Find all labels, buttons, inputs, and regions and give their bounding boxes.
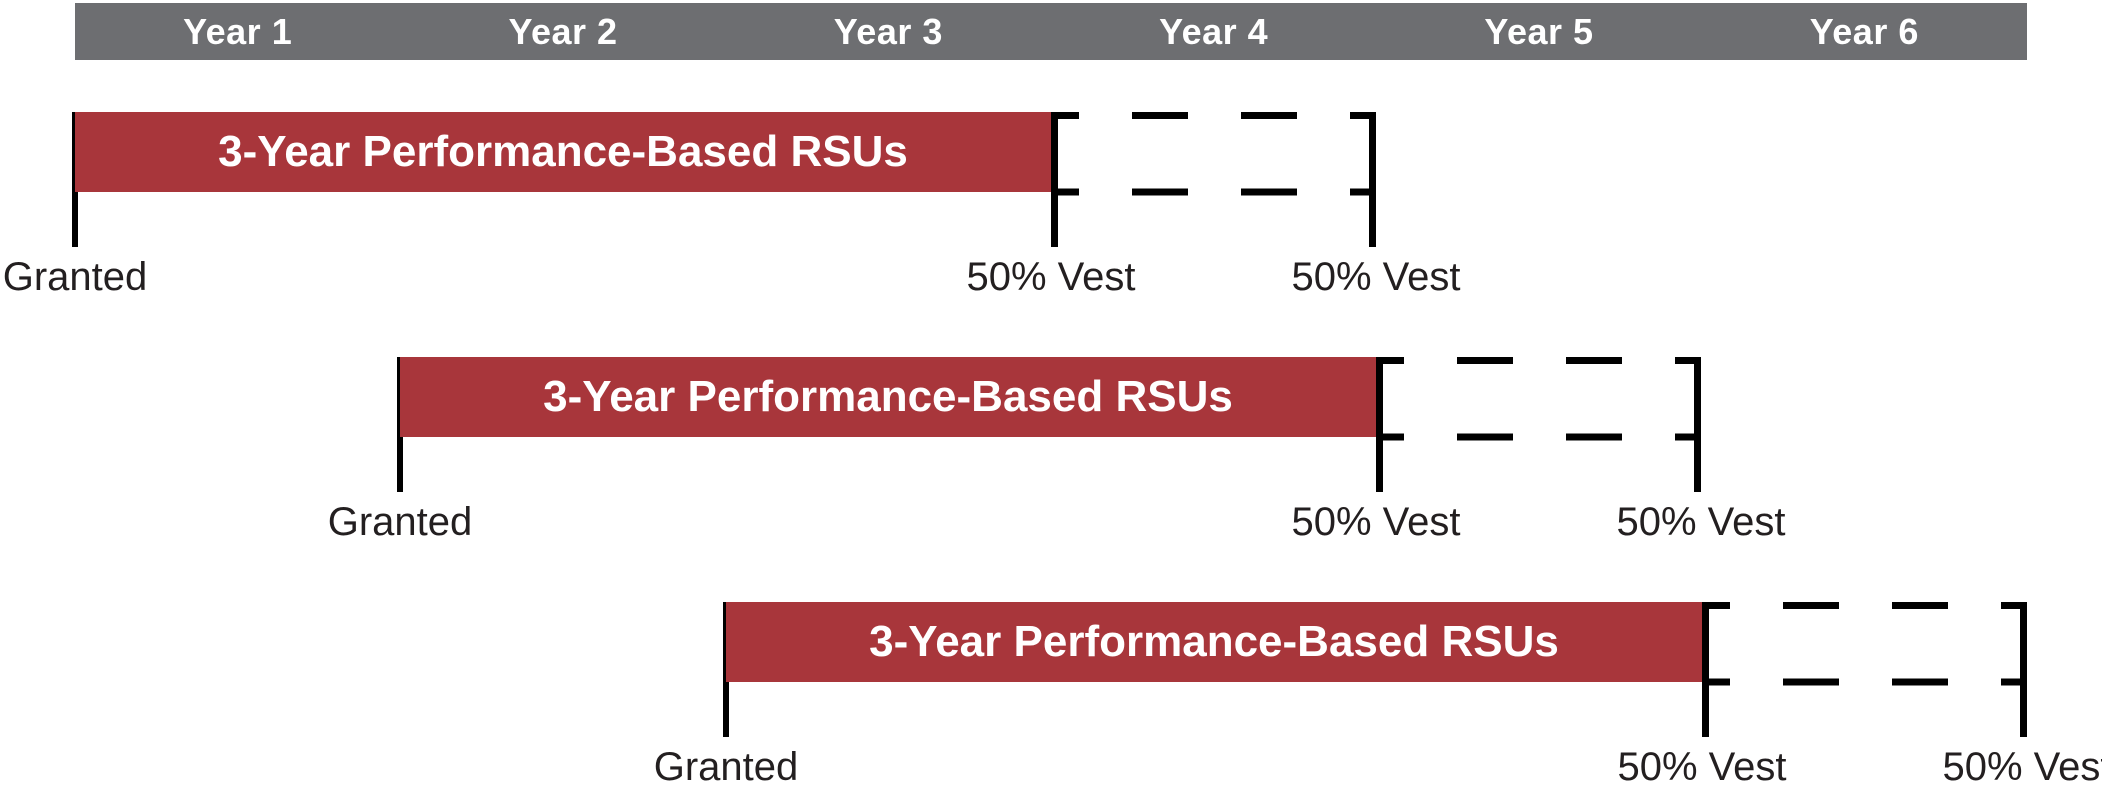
granted-label: Granted <box>327 500 473 544</box>
vest-label-first: 50% Vest <box>966 255 1136 299</box>
year-label-5: Year 5 <box>1484 10 1594 52</box>
year-label-2: Year 2 <box>508 10 618 52</box>
rsu-bar: 3-Year Performance-Based RSUs <box>726 602 1702 682</box>
year-label-6: Year 6 <box>1809 10 1919 52</box>
rsu-bar: 3-Year Performance-Based RSUs <box>400 357 1376 437</box>
vest-label-second: 50% Vest <box>1616 500 1786 544</box>
grant-row-1: 3-Year Performance-Based RSUs Granted 50… <box>3 112 1461 307</box>
year-label-3: Year 3 <box>833 10 943 52</box>
rsu-bar-label: 3-Year Performance-Based RSUs <box>869 617 1559 666</box>
rsu-bar: 3-Year Performance-Based RSUs <box>75 112 1051 192</box>
vest-zone <box>1702 602 2027 737</box>
granted-label: Granted <box>2 255 148 299</box>
rsu-bar-label: 3-Year Performance-Based RSUs <box>543 372 1233 421</box>
dashed-vest-outline <box>1376 357 1701 492</box>
year-label-4: Year 4 <box>1159 10 1269 52</box>
granted-label: Granted <box>653 745 799 789</box>
year-label-1: Year 1 <box>183 10 293 52</box>
grant-row-2: 3-Year Performance-Based RSUs Granted 50… <box>328 357 1786 552</box>
vest-label-first: 50% Vest <box>1617 745 1787 789</box>
timeline-header: Year 1 Year 2 Year 3 Year 4 Year 5 Year … <box>75 3 2027 60</box>
dashed-vest-outline <box>1051 112 1376 247</box>
vest-label-second: 50% Vest <box>1291 255 1461 299</box>
rsu-bar-label: 3-Year Performance-Based RSUs <box>218 127 908 176</box>
dashed-vest-outline <box>1702 602 2027 737</box>
vest-zone <box>1051 112 1376 247</box>
vest-zone <box>1376 357 1701 492</box>
vest-label-second: 50% Vest <box>1942 745 2102 789</box>
grant-row-3: 3-Year Performance-Based RSUs Granted 50… <box>654 602 2102 797</box>
vest-label-first: 50% Vest <box>1291 500 1461 544</box>
